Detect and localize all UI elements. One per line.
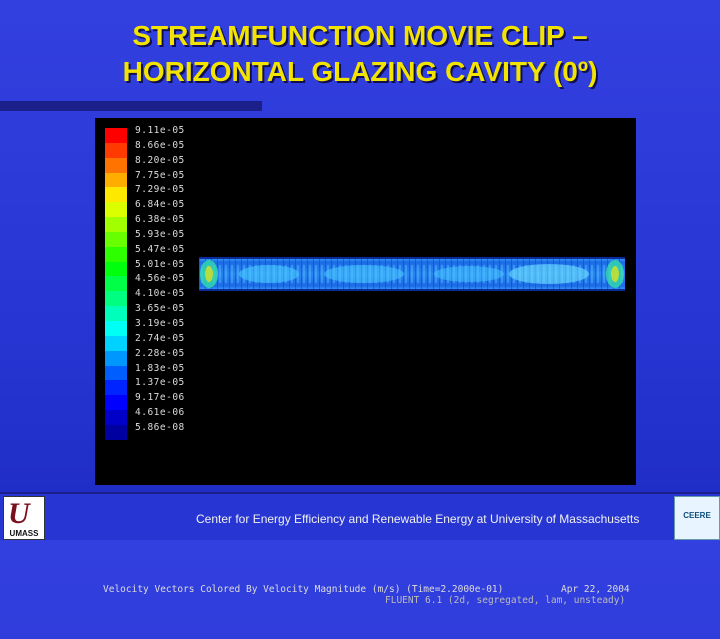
legend-label: 2.28e-05 xyxy=(135,347,185,359)
legend-label: 3.19e-05 xyxy=(135,317,185,329)
legend-row: 6.38e-05 xyxy=(105,214,215,232)
legend-label: 8.20e-05 xyxy=(135,154,185,166)
title-underline xyxy=(0,101,262,111)
legend-row: 8.66e-05 xyxy=(105,139,215,158)
legend-label: 7.75e-05 xyxy=(135,169,185,181)
legend-row: 7.29e-05 xyxy=(105,184,215,203)
legend-swatch xyxy=(105,231,127,247)
footer-rule xyxy=(0,492,720,494)
legend-row: 4.56e-05 xyxy=(105,273,215,292)
legend-row: 4.10e-05 xyxy=(105,288,215,307)
legend-label: 9.17e-06 xyxy=(135,392,185,404)
legend-swatch xyxy=(105,320,127,336)
legend-label: 5.47e-05 xyxy=(135,243,185,255)
legend-swatch xyxy=(105,424,127,440)
legend-label: 1.83e-05 xyxy=(135,362,185,374)
legend-row: 5.01e-05 xyxy=(105,258,215,277)
legend-swatch xyxy=(105,306,127,321)
legend-swatch xyxy=(105,261,127,277)
legend-swatch xyxy=(105,172,127,188)
legend-label: 4.61e-06 xyxy=(135,407,185,419)
footer-caption: Center for Energy Efficiency and Renewab… xyxy=(196,512,640,526)
legend-row: 2.74e-05 xyxy=(105,332,215,351)
legend-row: 9.17e-06 xyxy=(105,392,215,411)
slide-title: STREAMFUNCTION MOVIE CLIP – HORIZONTAL G… xyxy=(0,18,720,90)
legend-row: 5.93e-05 xyxy=(105,228,215,247)
legend-swatch xyxy=(105,291,127,307)
legend-swatch xyxy=(105,380,127,396)
legend-swatch xyxy=(105,142,127,158)
velocity-field xyxy=(199,257,625,291)
legend-row: 1.37e-05 xyxy=(105,377,215,396)
legend-label: 9.11e-05 xyxy=(135,125,185,136)
viewer-status: Velocity Vectors Colored By Velocity Mag… xyxy=(95,584,636,639)
legend-row: 9.11e-05 xyxy=(105,125,215,143)
ceere-logo: CEERE xyxy=(674,496,720,540)
viewer-caption: Velocity Vectors Colored By Velocity Mag… xyxy=(103,584,504,595)
legend-swatch xyxy=(105,217,127,232)
legend-swatch xyxy=(105,335,127,351)
ceere-logo-text: CEERE xyxy=(683,511,711,520)
legend-row: 4.61e-06 xyxy=(105,407,215,425)
legend-row: 1.83e-05 xyxy=(105,362,215,381)
legend-row: 6.84e-05 xyxy=(105,199,215,218)
legend-label: 6.38e-05 xyxy=(135,214,185,226)
legend-swatch xyxy=(105,276,127,292)
color-legend: 9.11e-05 8.66e-05 8.20e-05 7.75e-05 7.29e-05… xyxy=(105,125,215,440)
legend-label: 5.86e-08 xyxy=(135,421,185,433)
legend-label: 3.65e-05 xyxy=(135,303,185,315)
umass-logo: U UMASS xyxy=(3,496,45,540)
legend-swatch xyxy=(105,365,127,381)
legend-label: 7.29e-05 xyxy=(135,184,185,196)
legend-swatch xyxy=(105,410,127,425)
legend-swatch xyxy=(105,187,127,203)
viewer-date: Apr 22, 2004 xyxy=(561,584,630,595)
umass-logo-text: UMASS xyxy=(9,529,39,538)
legend-row: 7.75e-05 xyxy=(105,169,215,188)
viewer-subcaption: FLUENT 6.1 (2d, segregated, lam, unstead… xyxy=(385,595,626,606)
legend-row: 8.20e-05 xyxy=(105,154,215,173)
legend-swatch xyxy=(105,202,127,218)
simulation-viewer[interactable]: 9.11e-05 8.66e-05 8.20e-05 7.75e-05 7.29e-05… xyxy=(95,118,636,606)
legend-label: 4.10e-05 xyxy=(135,288,185,300)
slide-title-line1: STREAMFUNCTION MOVIE CLIP – xyxy=(132,20,588,51)
legend-swatch xyxy=(105,395,127,411)
legend-swatch xyxy=(105,157,127,173)
legend-row: 3.19e-05 xyxy=(105,317,215,336)
legend-label: 8.66e-05 xyxy=(135,139,185,151)
umass-logo-icon: U xyxy=(8,497,30,530)
legend-label: 2.74e-05 xyxy=(135,332,185,344)
legend-label: 6.84e-05 xyxy=(135,199,185,211)
slide-title-line2: HORIZONTAL GLAZING CAVITY (0º) xyxy=(122,56,598,87)
legend-label: 5.93e-05 xyxy=(135,228,185,240)
legend-label: 1.37e-05 xyxy=(135,377,185,389)
legend-label: 4.56e-05 xyxy=(135,273,185,285)
legend-row: 2.28e-05 xyxy=(105,347,215,366)
legend-swatch xyxy=(105,128,127,143)
velocity-field-graphic xyxy=(199,257,625,291)
legend-label: 5.01e-05 xyxy=(135,258,185,270)
legend-row: 5.47e-05 xyxy=(105,243,215,262)
legend-row: 3.65e-05 xyxy=(105,303,215,321)
legend-swatch xyxy=(105,246,127,262)
footer-bar xyxy=(0,492,720,540)
legend-row: 5.86e-08 xyxy=(105,421,215,440)
legend-swatch xyxy=(105,350,127,366)
